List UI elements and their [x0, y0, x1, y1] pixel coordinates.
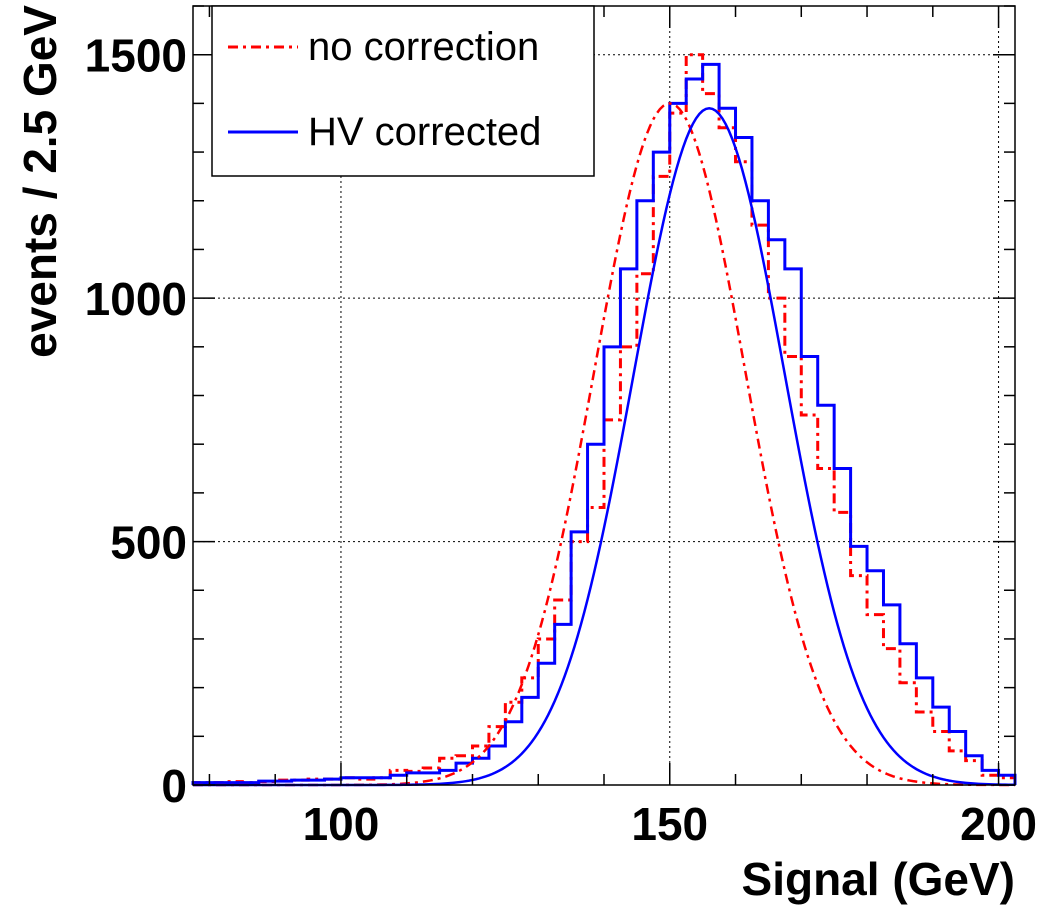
y-tick-label: 1500 [85, 30, 187, 82]
legend-box [211, 5, 595, 177]
x-tick-label: 100 [303, 798, 380, 850]
hv-corrected-histogram [191, 62, 1017, 785]
tick-labels: 100 150 200 0 500 1000 1500 [85, 30, 1037, 850]
no-correction-fit-gaussian [193, 102, 1015, 787]
x-tick-label: 200 [960, 798, 1037, 850]
y-tick-label: 1000 [85, 273, 187, 325]
x-tick-label: 150 [631, 798, 708, 850]
y-axis-title: events / 2.5 GeV [14, 5, 66, 358]
legend-label-hv-corrected: HV corrected [308, 110, 541, 154]
legend-label-no-correction: no correction [308, 25, 539, 69]
legend: no correction HV corrected [211, 5, 595, 177]
y-tick-label: 500 [110, 517, 187, 569]
y-tick-label: 0 [161, 760, 187, 812]
x-axis-title: Signal (GeV) [742, 853, 1015, 905]
